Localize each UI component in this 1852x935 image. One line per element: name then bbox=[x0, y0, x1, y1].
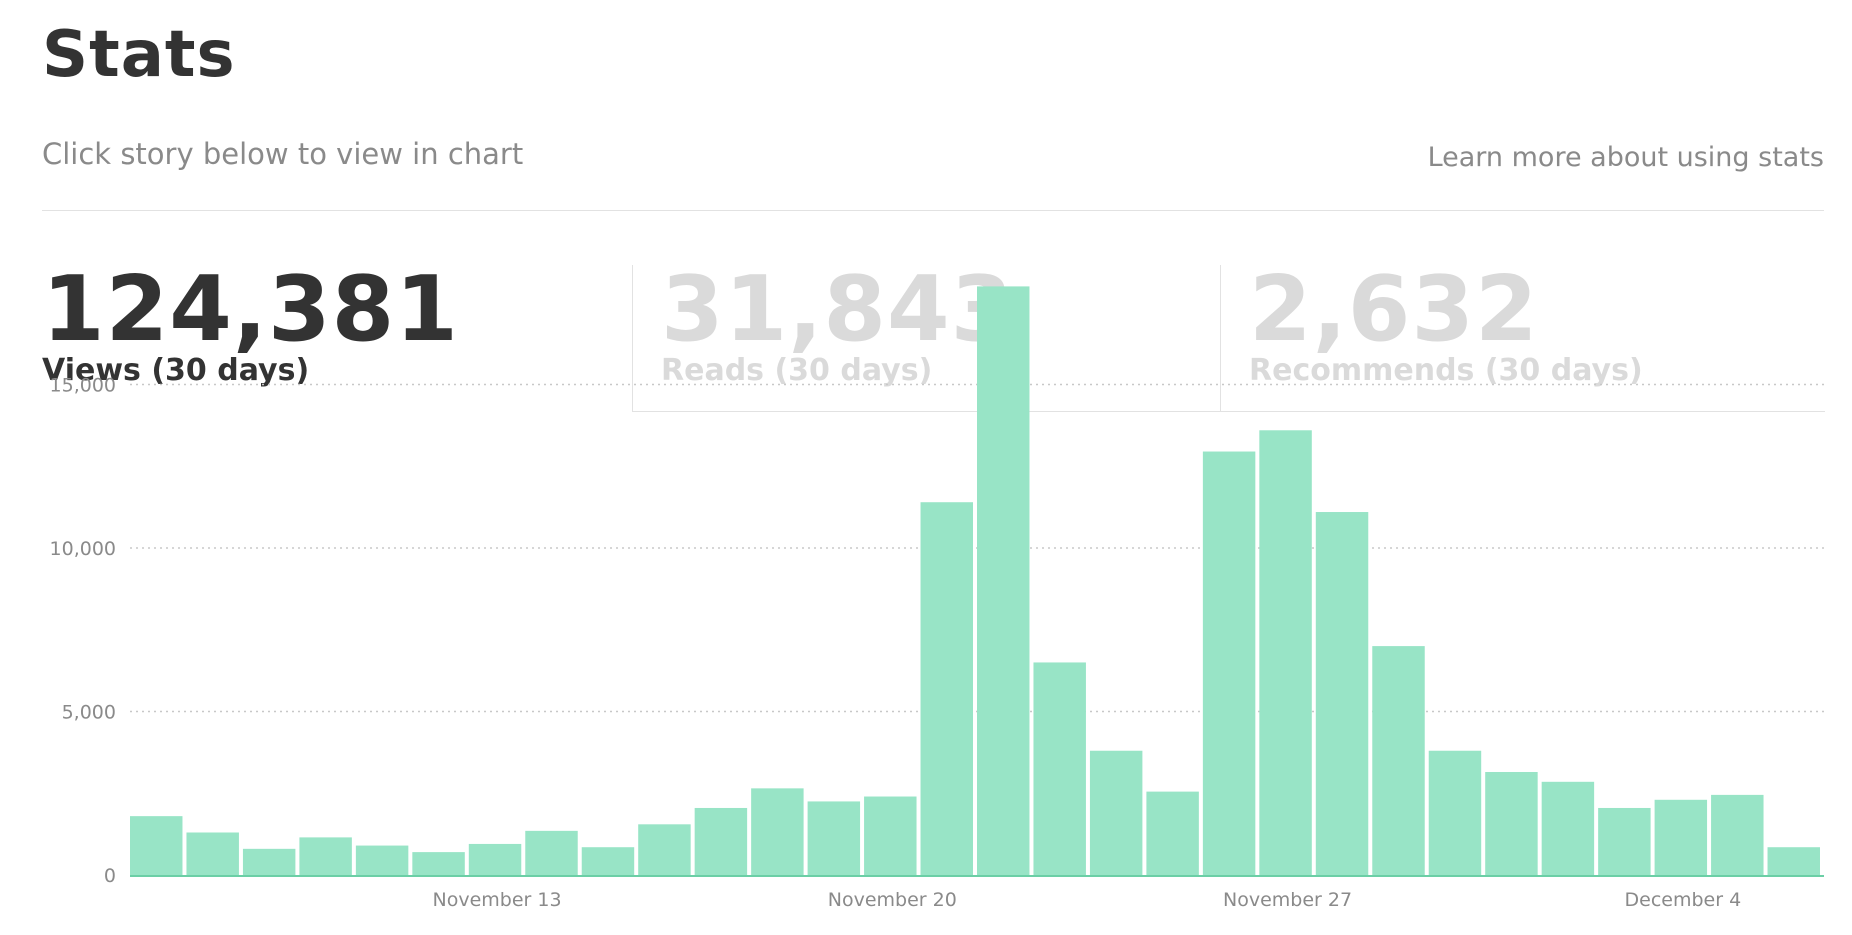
page-title: Stats bbox=[42, 18, 236, 92]
bar[interactable] bbox=[864, 796, 917, 875]
bar[interactable] bbox=[186, 832, 239, 875]
bar[interactable] bbox=[1767, 847, 1820, 875]
bar[interactable] bbox=[299, 837, 352, 875]
bar[interactable] bbox=[242, 848, 296, 875]
bar[interactable] bbox=[412, 852, 465, 875]
bar[interactable] bbox=[1485, 771, 1538, 875]
y-tick-label: 10,000 bbox=[50, 538, 116, 560]
views-count: 124,381 bbox=[42, 257, 459, 362]
bar[interactable] bbox=[1202, 451, 1256, 875]
tab-views[interactable]: 124,381 Views (30 days) bbox=[42, 265, 632, 411]
learn-more-link[interactable]: Learn more about using stats bbox=[1427, 142, 1824, 173]
tab-reads[interactable]: 31,843 Reads (30 days) bbox=[632, 265, 1221, 412]
bar[interactable] bbox=[355, 845, 409, 875]
bar[interactable] bbox=[1146, 791, 1199, 875]
bar[interactable] bbox=[1033, 662, 1086, 875]
bar[interactable] bbox=[1654, 799, 1708, 875]
recommends-count: 2,632 bbox=[1249, 257, 1539, 362]
reads-count: 31,843 bbox=[661, 257, 1015, 362]
header-divider bbox=[42, 210, 1824, 211]
bar[interactable] bbox=[1089, 750, 1143, 875]
bar[interactable] bbox=[1372, 646, 1425, 875]
bar[interactable] bbox=[581, 847, 635, 875]
bar[interactable] bbox=[468, 843, 522, 875]
bar[interactable] bbox=[1259, 430, 1312, 875]
y-tick-label: 0 bbox=[104, 865, 116, 887]
recommends-label: Recommends (30 days) bbox=[1249, 353, 1643, 388]
bar[interactable] bbox=[920, 502, 973, 875]
bar[interactable] bbox=[638, 824, 691, 875]
bar[interactable] bbox=[130, 816, 183, 875]
bar[interactable] bbox=[751, 788, 804, 875]
y-tick-label: 15,000 bbox=[50, 375, 116, 397]
bar[interactable] bbox=[977, 286, 1030, 875]
bar[interactable] bbox=[1428, 750, 1482, 875]
bar[interactable] bbox=[694, 807, 748, 875]
x-tick-label: November 13 bbox=[433, 889, 562, 911]
x-tick-label: November 27 bbox=[1223, 889, 1352, 911]
x-tick-label: December 4 bbox=[1625, 889, 1742, 911]
bar[interactable] bbox=[1541, 781, 1595, 875]
reads-label: Reads (30 days) bbox=[661, 353, 933, 388]
x-tick-label: November 20 bbox=[828, 889, 957, 911]
bar[interactable] bbox=[1711, 794, 1764, 875]
bar[interactable] bbox=[525, 830, 578, 875]
tab-recommends[interactable]: 2,632 Recommends (30 days) bbox=[1220, 265, 1825, 412]
y-tick-label: 5,000 bbox=[62, 702, 116, 724]
stats-tabs: 124,381 Views (30 days) 31,843 Reads (30… bbox=[42, 265, 1825, 413]
chart-hint-text: Click story below to view in chart bbox=[42, 137, 524, 171]
bar[interactable] bbox=[1598, 807, 1651, 875]
views-label: Views (30 days) bbox=[42, 353, 310, 388]
bar[interactable] bbox=[1315, 512, 1369, 875]
bar[interactable] bbox=[807, 801, 861, 875]
